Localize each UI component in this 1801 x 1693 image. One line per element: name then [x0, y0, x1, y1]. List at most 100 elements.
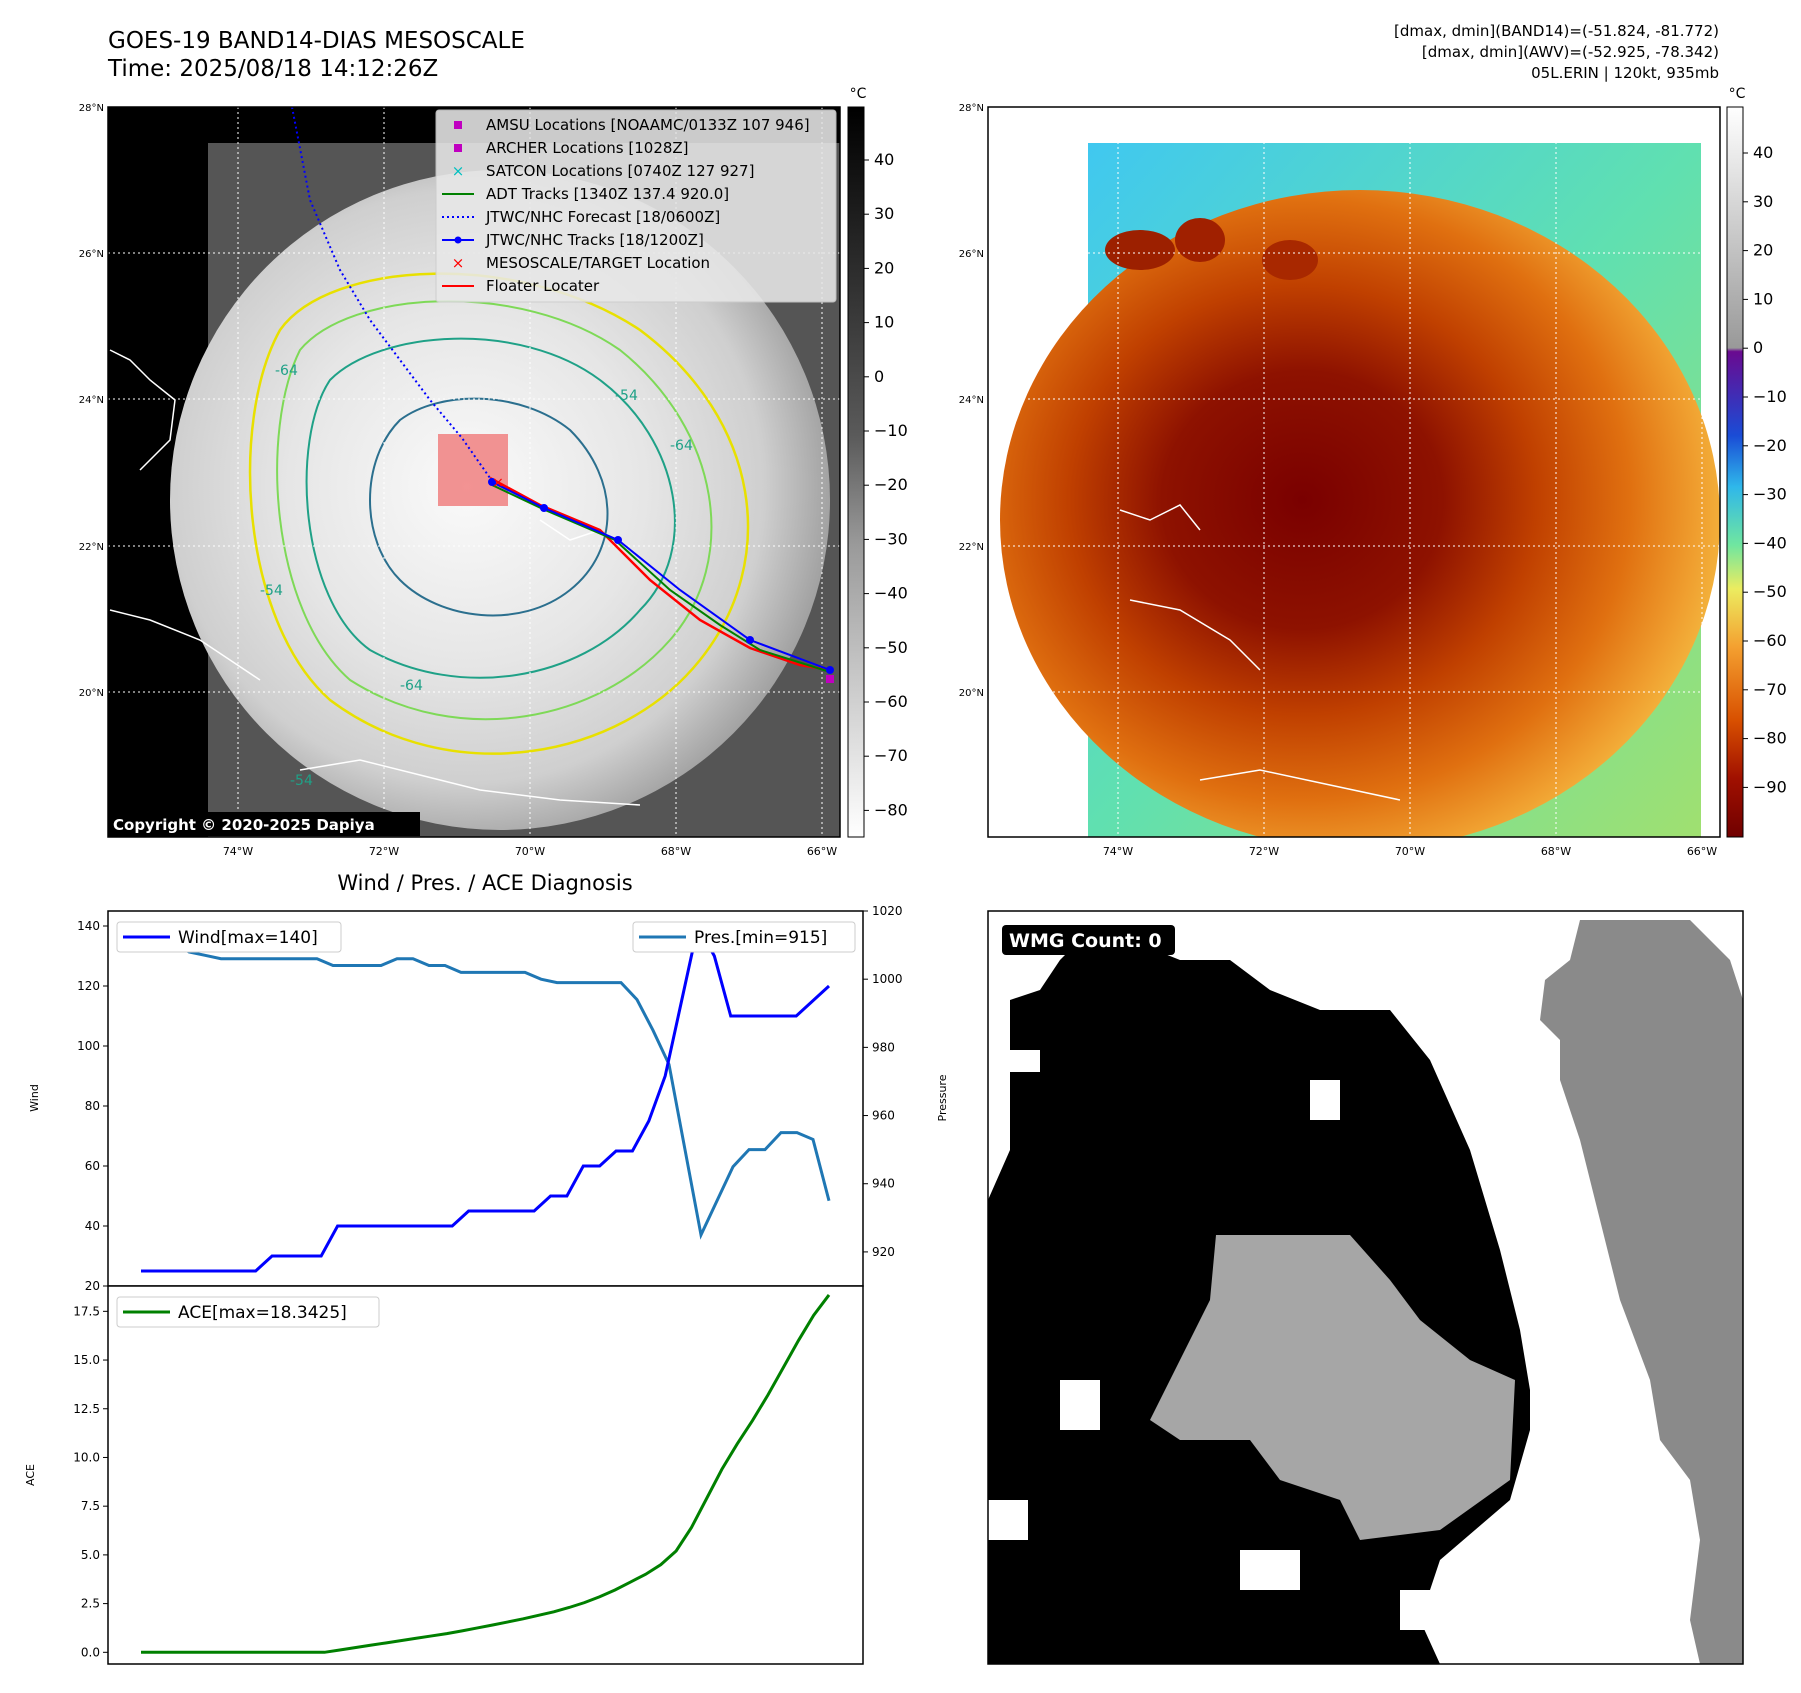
lat-label: 20°N	[959, 688, 984, 699]
pressure-tick-label: 960	[872, 1109, 895, 1123]
forecast-track-line	[291, 107, 491, 479]
copyright-box	[108, 812, 420, 836]
ace-tick-label: 5.0	[81, 1548, 100, 1562]
lat-label: 24°N	[79, 395, 104, 406]
left-colorbar-unit: °C	[850, 86, 867, 102]
ace-legend: ACE[max=18.3425]	[116, 1296, 380, 1328]
target-x-marker: ×	[492, 475, 504, 491]
colorbar-tick-label: −80	[1753, 729, 1787, 748]
ace-series-line	[141, 1294, 831, 1654]
wmg-count-label: WMG Count: 0	[1009, 930, 1162, 952]
copyright-text: Copyright © 2020-2025 Dapiya	[113, 816, 375, 834]
pressure-axis-label: Pressure	[936, 1074, 949, 1121]
info-line2: [dmax, dmin](AWV)=(-52.925, -78.342)	[1421, 43, 1719, 61]
wind-tick-label: 140	[77, 919, 100, 933]
pressure-legend: Pres.[min=915]	[632, 921, 856, 953]
legend-label: ARCHER Locations [1028Z]	[486, 139, 689, 157]
floater-locater-line	[489, 476, 831, 672]
lat-label: 24°N	[959, 395, 984, 406]
right-colorbar-unit: °C	[1729, 86, 1746, 102]
contour-label-1: -64	[275, 363, 298, 379]
colorbar-tick-label: −40	[1753, 533, 1787, 552]
pressure-tick-label: 920	[872, 1245, 895, 1259]
wmg-count-box	[1002, 925, 1175, 955]
left-map-lat-labels: 28°N 26°N 24°N 22°N 20°N	[79, 103, 104, 699]
ace-tick-label: 15.0	[73, 1353, 100, 1367]
colorbar-tick-label: 40	[874, 150, 894, 169]
lat-label: 22°N	[79, 542, 104, 553]
colorbar-tick-label: −80	[874, 800, 908, 819]
lon-label: 74°W	[1103, 845, 1133, 858]
wind-series-line	[141, 921, 831, 1273]
colorbar-tick-label: 20	[874, 258, 894, 277]
figure-title-line2: Time: 2025/08/18 14:12:26Z	[108, 56, 439, 82]
contour-label-3: -64	[670, 438, 693, 454]
ace-tick-label: 17.5	[73, 1304, 100, 1318]
legend-x-marker: ×	[452, 162, 465, 180]
figure-title-line1: GOES-19 BAND14-DIAS MESOSCALE	[108, 28, 525, 54]
lat-label: 28°N	[959, 103, 984, 114]
colorbar-tick-label: 10	[1753, 289, 1773, 308]
wind-legend: Wind[max=140]	[116, 921, 342, 953]
colorbar-tick-label: −50	[874, 638, 908, 657]
contour-label-2: -54	[615, 388, 638, 404]
ace-tick-label: 0.0	[81, 1645, 100, 1659]
lat-label: 28°N	[79, 103, 104, 114]
colorbar-tick-label: 10	[874, 313, 894, 332]
wind-tick-label: 100	[77, 1039, 100, 1053]
lon-label: 70°W	[1395, 845, 1425, 858]
legend-label: JTWC/NHC Tracks [18/1200Z]	[485, 231, 704, 249]
wmg-panel	[988, 911, 1743, 1664]
lon-label: 66°W	[807, 845, 837, 858]
colorbar-tick-label: −60	[1753, 631, 1787, 650]
wind-pressure-axes	[107, 910, 864, 1287]
pressure-tick-label: 940	[872, 1177, 895, 1191]
colorbar-tick-label: −10	[1753, 387, 1787, 406]
lat-label: 22°N	[959, 542, 984, 553]
legend-label: AMSU Locations [NOAAMC/0133Z 107 946]	[486, 116, 810, 134]
left-colorbar	[847, 106, 865, 838]
mesoscale-target-box	[438, 434, 508, 506]
diagnosis-title: Wind / Pres. / ACE Diagnosis	[337, 871, 632, 895]
pressure-tick-label: 1020	[872, 904, 903, 918]
lon-label: 72°W	[369, 845, 399, 858]
colorbar-tick-label: −20	[874, 475, 908, 494]
lat-label: 26°N	[959, 249, 984, 260]
right-map-lat-labels: 28°N 26°N 24°N 22°N 20°N	[959, 103, 984, 699]
wind-tick-label: 120	[77, 979, 100, 993]
nhc-track-line	[491, 481, 831, 671]
colorbar-tick-label: −90	[1753, 777, 1787, 796]
wind-tick-label: 40	[85, 1219, 100, 1233]
colorbar-tick-label: 40	[1753, 143, 1773, 162]
wind-tick-label: 80	[85, 1099, 100, 1113]
wind-legend-label: Wind[max=140]	[178, 928, 318, 948]
lat-label: 26°N	[79, 249, 104, 260]
colorbar-tick-label: −40	[874, 584, 908, 603]
legend-x-marker: ×	[452, 254, 465, 272]
info-line1: [dmax, dmin](BAND14)=(-51.824, -81.772)	[1394, 22, 1719, 40]
color-map-panel	[988, 107, 1720, 837]
contour-label-5: -64	[400, 678, 423, 694]
contour-label-4: -54	[260, 583, 283, 599]
ace-axes	[107, 1285, 864, 1665]
colorbar-tick-label: −10	[874, 421, 908, 440]
legend-label: SATCON Locations [0740Z 127 927]	[486, 162, 754, 180]
colorbar-tick-label: −70	[874, 746, 908, 765]
wind-tick-label: 20	[85, 1279, 100, 1293]
legend-label: ADT Tracks [1340Z 137.4 920.0]	[486, 185, 729, 203]
ace-tick-label: 10.0	[73, 1450, 100, 1464]
legend-label: MESOSCALE/TARGET Location	[486, 254, 710, 272]
ace-tick-label: 12.5	[73, 1402, 100, 1416]
lon-label: 70°W	[515, 845, 545, 858]
colorbar-tick-label: 0	[874, 367, 884, 386]
colorbar-tick-label: 20	[1753, 241, 1773, 260]
colorbar-tick-label: 30	[874, 204, 894, 223]
colorbar-tick-label: −60	[874, 692, 908, 711]
legend-square-marker	[454, 144, 462, 152]
colorbar-tick-label: −20	[1753, 436, 1787, 455]
map-legend: AMSU Locations [NOAAMC/0133Z 107 946] ARC…	[435, 109, 837, 303]
ace-tick-label: 2.5	[81, 1597, 100, 1611]
lat-label: 20°N	[79, 688, 104, 699]
info-line3: 05L.ERIN | 120kt, 935mb	[1531, 64, 1719, 82]
